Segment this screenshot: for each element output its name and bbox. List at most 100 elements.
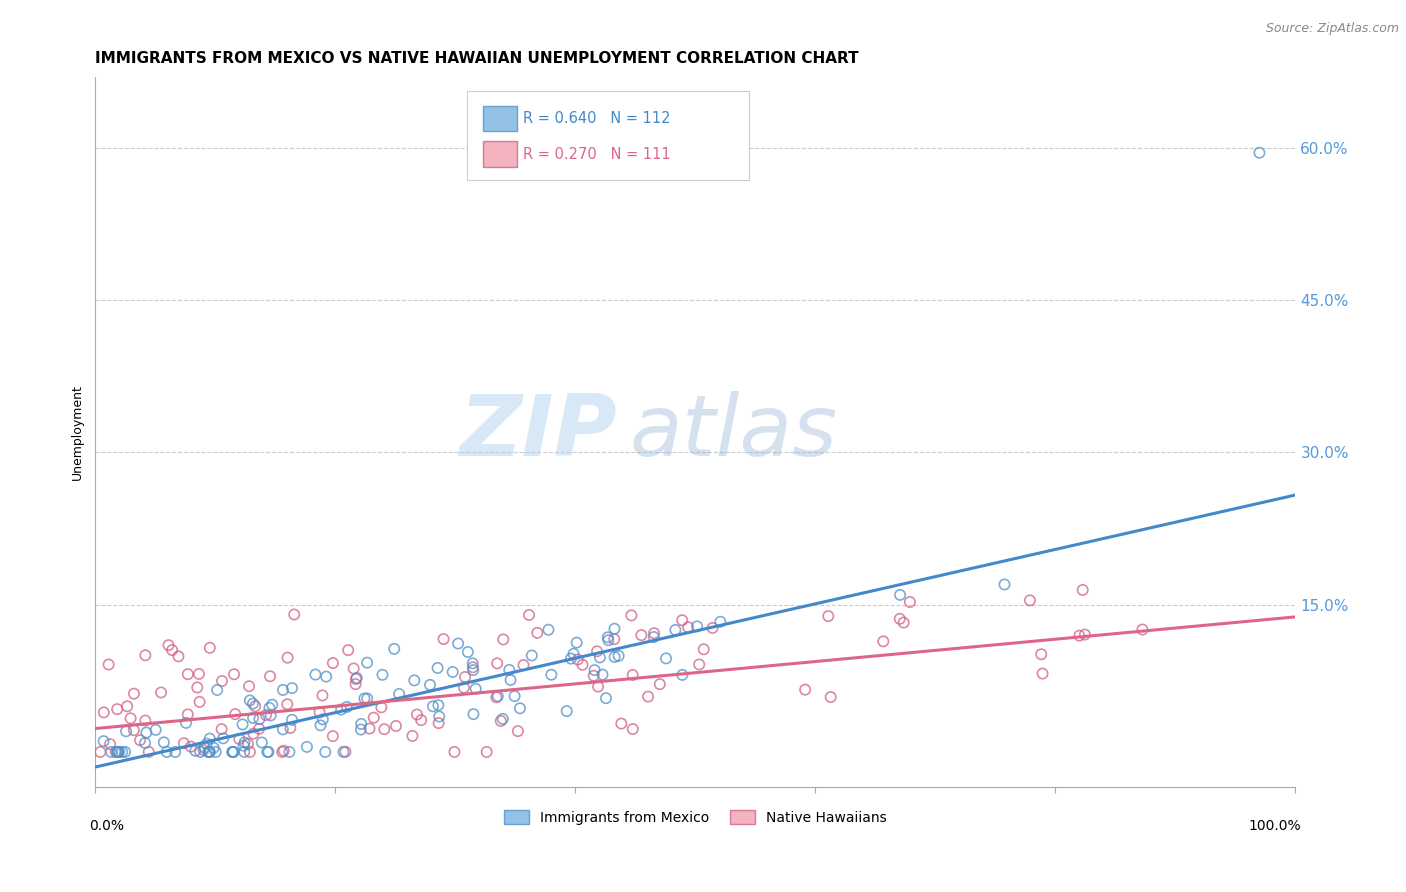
Point: [100, 745, 122, 759]
Point: [630, 628, 652, 642]
Point: [540, 667, 562, 681]
Point: [461, 657, 484, 671]
Point: [304, 667, 326, 681]
Text: 0.0%: 0.0%: [89, 820, 124, 833]
Point: [664, 623, 686, 637]
Point: [461, 660, 484, 674]
Point: [250, 735, 273, 749]
Point: [1132, 623, 1154, 637]
Point: [335, 745, 357, 759]
Point: [260, 708, 283, 723]
Point: [344, 677, 367, 691]
Point: [492, 712, 515, 726]
Point: [145, 723, 167, 737]
Point: [537, 623, 560, 637]
Point: [330, 702, 353, 716]
Y-axis label: Unemployment: Unemployment: [72, 384, 84, 480]
Point: [401, 729, 423, 743]
Point: [589, 650, 612, 665]
Point: [173, 736, 195, 750]
Point: [427, 709, 450, 723]
Point: [195, 737, 218, 751]
Point: [239, 693, 262, 707]
Point: [309, 718, 332, 732]
Point: [693, 642, 716, 657]
Point: [93, 734, 115, 748]
Point: [517, 607, 540, 622]
Point: [454, 670, 477, 684]
Point: [322, 729, 344, 743]
Point: [607, 648, 630, 663]
Point: [336, 700, 359, 714]
Point: [233, 735, 256, 749]
Point: [344, 672, 367, 686]
Point: [598, 633, 620, 648]
Point: [373, 722, 395, 736]
Point: [509, 701, 531, 715]
Point: [637, 690, 659, 704]
Point: [186, 681, 208, 695]
Text: atlas: atlas: [628, 391, 837, 474]
Point: [648, 677, 671, 691]
Text: ZIP: ZIP: [460, 391, 617, 474]
Point: [283, 607, 305, 622]
Point: [426, 661, 449, 675]
Point: [273, 744, 295, 758]
Point: [259, 669, 281, 683]
Point: [363, 711, 385, 725]
Point: [224, 707, 246, 722]
Point: [643, 626, 665, 640]
Text: R = 0.640   N = 112: R = 0.640 N = 112: [523, 111, 671, 126]
Point: [464, 681, 486, 696]
Text: 100.0%: 100.0%: [1249, 820, 1302, 833]
Point: [98, 737, 121, 751]
Point: [239, 745, 262, 759]
Point: [167, 649, 190, 664]
Point: [111, 745, 134, 759]
Point: [353, 691, 375, 706]
Point: [356, 691, 378, 706]
Point: [370, 700, 392, 714]
Point: [1074, 627, 1097, 641]
Point: [308, 706, 330, 720]
Point: [404, 673, 426, 688]
Point: [211, 722, 233, 736]
Point: [105, 745, 128, 759]
Point: [655, 651, 678, 665]
Text: IMMIGRANTS FROM MEXICO VS NATIVE HAWAIIAN UNEMPLOYMENT CORRELATION CHART: IMMIGRANTS FROM MEXICO VS NATIVE HAWAIIA…: [94, 51, 858, 66]
Point: [1069, 629, 1091, 643]
Point: [232, 717, 254, 731]
Point: [271, 723, 294, 737]
Text: R = 0.270   N = 111: R = 0.270 N = 111: [523, 146, 671, 161]
Point: [115, 699, 138, 714]
Point: [184, 744, 207, 758]
Point: [276, 698, 298, 712]
Point: [198, 731, 221, 746]
Point: [242, 697, 264, 711]
Point: [582, 669, 605, 683]
Point: [592, 667, 614, 681]
Point: [278, 721, 301, 735]
Point: [643, 630, 665, 644]
Point: [555, 704, 578, 718]
Point: [193, 743, 215, 757]
Point: [122, 687, 145, 701]
Point: [709, 615, 731, 629]
Point: [165, 745, 187, 759]
Point: [211, 673, 233, 688]
FancyBboxPatch shape: [482, 106, 517, 131]
Point: [350, 723, 373, 737]
Point: [278, 745, 301, 759]
Point: [222, 745, 245, 759]
Point: [499, 673, 522, 687]
Point: [567, 652, 589, 666]
Point: [432, 632, 454, 646]
Point: [228, 731, 250, 746]
Point: [236, 737, 259, 751]
Point: [603, 632, 626, 647]
Point: [447, 636, 470, 650]
Point: [382, 641, 405, 656]
FancyBboxPatch shape: [482, 141, 517, 167]
Point: [262, 698, 284, 712]
Point: [311, 689, 333, 703]
